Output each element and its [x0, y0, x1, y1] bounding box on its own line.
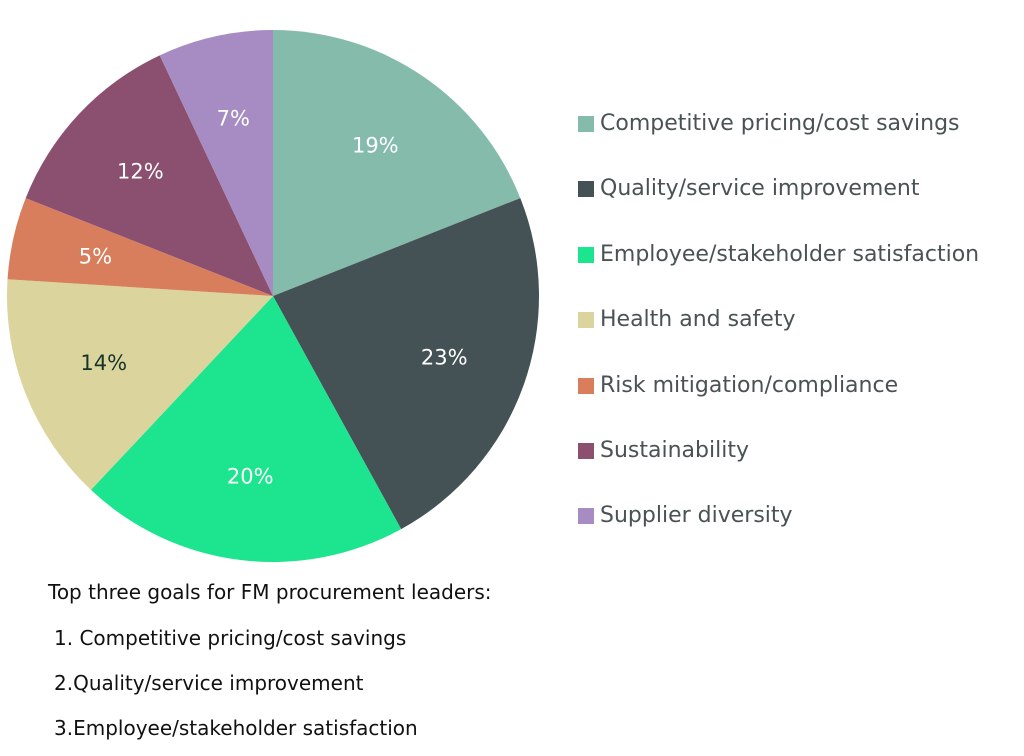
pie-label-supplier-diversity: 7% [217, 106, 250, 130]
pie-chart: 19% 23% 20% 14% 5% 12% 7% [6, 30, 540, 563]
legend-swatch-sustainability [578, 442, 594, 459]
legend-item-sustainability: Sustainability [578, 435, 979, 500]
legend-label-health-safety: Health and safety [600, 307, 796, 333]
legend-item-risk-mitigation: Risk mitigation/compliance [578, 370, 979, 435]
pie-slice-employee-stakeholder-satisfaction [90, 296, 402, 563]
legend-item-quality-service: Quality/service improvement [578, 173, 979, 238]
legend-label-competitive-pricing: Competitive pricing/cost savings [600, 111, 960, 136]
legend-item-competitive-pricing: Competitive pricing/cost savings [578, 108, 979, 173]
pie-label-employee-stakeholder-satisfaction: 20% [227, 465, 274, 489]
legend-item-employee-satisfaction: Employee/stakeholder satisfaction [578, 239, 979, 304]
pie-slice-supplier-diversity [159, 30, 273, 296]
legend-swatch-quality-service [578, 181, 594, 198]
top-goal-item-2: 2.Quality/service improvement [54, 671, 364, 695]
legend-swatch-competitive-pricing [578, 116, 594, 132]
legend-swatch-risk-mitigation [578, 377, 594, 394]
legend-label-sustainability: Sustainability [600, 437, 749, 463]
legend-item-supplier-diversity: Supplier diversity [578, 500, 979, 565]
pie-slice-competitive-pricing-cost-savings [273, 30, 521, 296]
legend-label-quality-service: Quality/service improvement [600, 176, 920, 202]
pie-slice-health-and-safety [6, 279, 273, 490]
legend-label-supplier-diversity: Supplier diversity [600, 503, 793, 529]
top-goals-title: Top three goals for FM procurement leade… [48, 580, 492, 604]
pie-label-quality-service-improvement: 23% [421, 346, 468, 370]
pie-label-risk-mitigation-compliance: 5% [79, 244, 112, 268]
chart-legend: Competitive pricing/cost savings Quality… [578, 108, 979, 566]
top-goal-item-1: 1. Competitive pricing/cost savings [54, 626, 407, 650]
top-goal-item-3: 3.Employee/stakeholder satisfaction [54, 716, 418, 740]
legend-label-employee-satisfaction: Employee/stakeholder satisfaction [600, 241, 980, 267]
pie-slice-risk-mitigation-compliance [7, 198, 274, 296]
legend-swatch-employee-satisfaction [578, 246, 594, 263]
pie-label-competitive-pricing-cost-savings: 19% [352, 133, 399, 157]
legend-swatch-health-safety [578, 312, 594, 329]
pie-label-sustainability: 12% [117, 159, 164, 183]
legend-item-health-safety: Health and safety [578, 304, 979, 369]
pie-slice-sustainability [25, 55, 274, 296]
top-goals-note: Top three goals for FM procurement leade… [48, 575, 492, 756]
legend-swatch-supplier-diversity [578, 508, 594, 525]
legend-label-risk-mitigation: Risk mitigation/compliance [600, 372, 899, 398]
pie-label-health-and-safety: 14% [80, 351, 127, 375]
pie-slice-quality-service-improvement [273, 198, 540, 530]
